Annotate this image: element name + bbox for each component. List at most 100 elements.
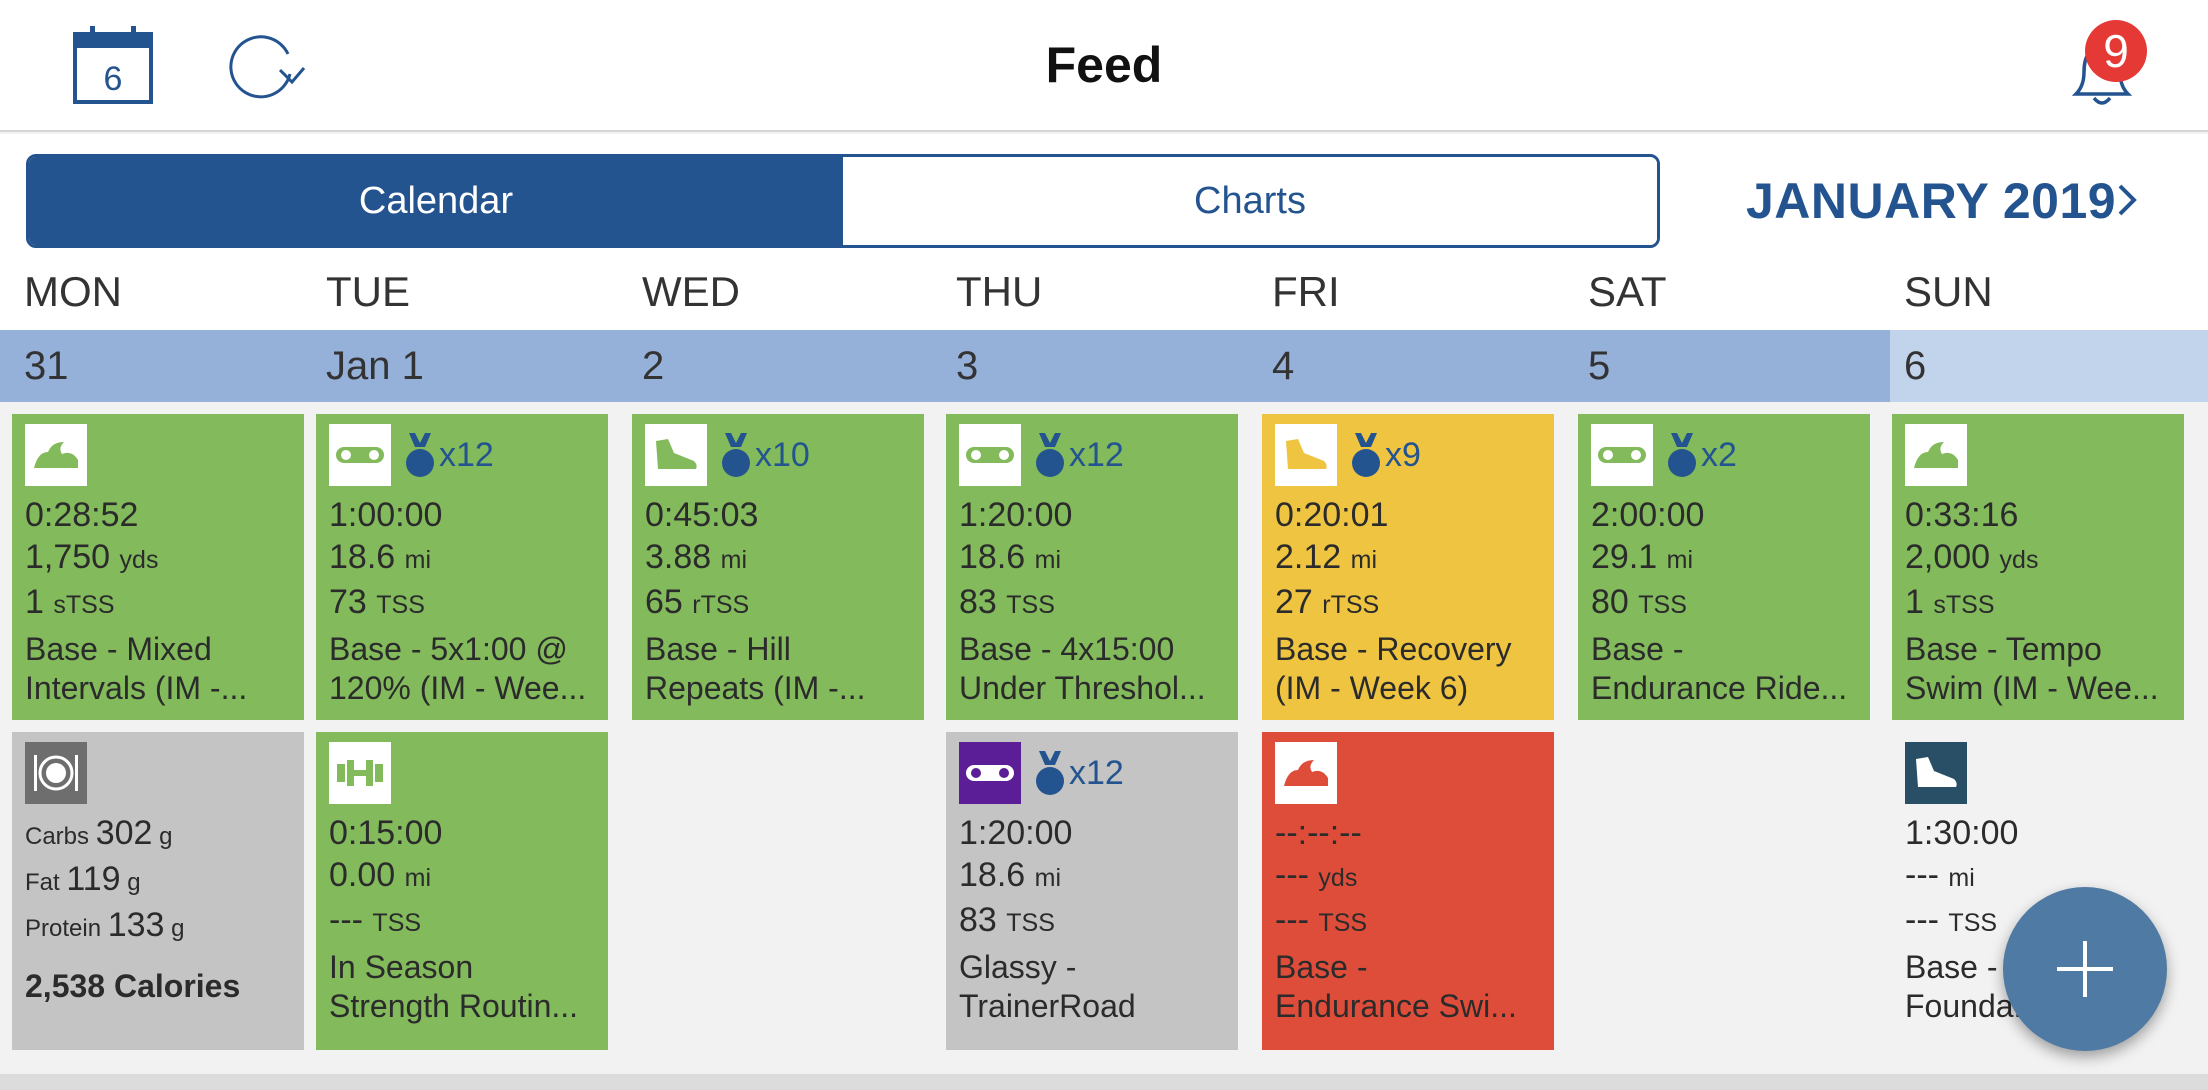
weekday-label: TUE bbox=[326, 268, 410, 315]
workout-load: 1 sTSS bbox=[1905, 583, 1995, 621]
workout-distance: 1,750 yds bbox=[25, 538, 159, 576]
run-shoe-icon bbox=[1275, 424, 1337, 486]
calendar-today-icon[interactable]: 6 bbox=[72, 24, 154, 106]
dumbbell-icon bbox=[329, 742, 391, 804]
medal-count: x10 bbox=[755, 435, 810, 474]
workout-distance: 18.6 mi bbox=[329, 538, 432, 576]
workout-title: Base - Recovery (IM - Week 6) bbox=[1275, 631, 1512, 706]
workout-duration: 0:33:16 bbox=[1905, 496, 2019, 534]
workout-card[interactable]: x9 0:20:01 2.12 mi 27 rTSS Base - Recove… bbox=[1262, 414, 1554, 720]
workout-card[interactable]: x12 1:20:00 18.6 mi 83 TSS Base - 4x15:0… bbox=[946, 414, 1238, 720]
date-label[interactable]: 3 bbox=[956, 344, 979, 388]
date-label[interactable]: 5 bbox=[1588, 344, 1611, 388]
workout-title: Base - Endurance Ride... bbox=[1591, 631, 1848, 706]
svg-text:6: 6 bbox=[104, 60, 123, 98]
workout-load: 65 rTSS bbox=[645, 583, 750, 621]
workout-load: 1 sTSS bbox=[25, 583, 115, 621]
workout-distance: --- yds bbox=[1275, 856, 1358, 894]
page-title: Feed bbox=[1045, 37, 1163, 93]
workout-distance: 2,000 yds bbox=[1905, 538, 2039, 576]
workout-load: 83 TSS bbox=[959, 901, 1055, 939]
medal-icon bbox=[406, 433, 434, 477]
fat-value: Fat 119 g bbox=[25, 860, 141, 898]
workout-distance: --- mi bbox=[1905, 856, 1975, 894]
workout-card[interactable]: 1:30:00 --- mi --- TSS Base - Founda... 0 bbox=[1892, 732, 2184, 1050]
calories-total: 2,538 Calories bbox=[25, 968, 241, 1004]
workout-duration: 0:28:52 bbox=[25, 496, 139, 534]
bike-icon bbox=[959, 424, 1021, 486]
workout-distance: 2.12 mi bbox=[1275, 538, 1378, 576]
bike-icon bbox=[1591, 424, 1653, 486]
workout-duration: 0:45:03 bbox=[645, 496, 759, 534]
workout-card[interactable]: x12 1:00:00 18.6 mi 73 TSS Base - 5x1:00… bbox=[316, 414, 608, 720]
workout-card[interactable]: 0:33:16 2,000 yds 1 sTSS Base - Tempo Swi… bbox=[1892, 414, 2184, 720]
refresh-icon[interactable] bbox=[226, 30, 310, 100]
workout-distance: 18.6 mi bbox=[959, 856, 1062, 894]
notification-badge: 9 bbox=[2085, 20, 2147, 82]
workout-load: 27 rTSS bbox=[1275, 583, 1380, 621]
workout-duration: 2:00:00 bbox=[1591, 496, 1705, 534]
workout-title: In Season Strength Routin... bbox=[329, 949, 579, 1024]
date-label[interactable]: 31 bbox=[24, 344, 69, 388]
weekday-label: SAT bbox=[1588, 268, 1667, 315]
workout-load: 73 TSS bbox=[329, 583, 425, 621]
workout-card[interactable]: x10 0:45:03 3.88 mi 65 rTSS Base - Hill R… bbox=[632, 414, 924, 720]
workout-card[interactable]: 0:28:52 1,750 yds 1 sTSS Base - Mixed Int… bbox=[12, 414, 304, 720]
top-bar: 6 Feed 9 bbox=[0, 0, 2208, 132]
swim-icon bbox=[1275, 742, 1337, 804]
weekday-label: SUN bbox=[1904, 268, 1993, 315]
tab-charts[interactable]: Charts bbox=[843, 157, 1657, 245]
date-label[interactable]: Jan 1 bbox=[326, 344, 424, 388]
date-label[interactable]: 2 bbox=[642, 344, 665, 388]
workout-title: Base - 5x1:00 @120% (IM - Wee... bbox=[329, 631, 587, 706]
workout-duration: 0:15:00 bbox=[329, 814, 443, 852]
workout-card[interactable]: 0:15:00 0.00 mi --- TSS In Season Strengt… bbox=[316, 732, 608, 1050]
weekday-header-row: MON TUE WED THU FRI SAT SUN bbox=[0, 262, 2208, 330]
nutrition-card[interactable]: Carbs 302 g Fat 119 g Protein 133 g 2,53… bbox=[12, 732, 304, 1050]
carbs-value: Carbs 302 g bbox=[25, 814, 173, 852]
today-highlight bbox=[1890, 330, 2208, 402]
workout-distance: 3.88 mi bbox=[645, 538, 748, 576]
run-shoe-icon bbox=[1905, 742, 1967, 804]
medal-icon bbox=[1036, 433, 1064, 477]
chevron-right-icon[interactable] bbox=[2112, 178, 2142, 222]
bottom-edge bbox=[0, 1074, 2208, 1090]
workout-title: Glassy - TrainerRoad bbox=[959, 949, 1136, 1024]
medal-icon bbox=[722, 433, 750, 477]
date-label[interactable]: 6 bbox=[1904, 344, 1927, 388]
plus-icon bbox=[2057, 941, 2113, 997]
workout-title: Base - Hill Repeats (IM -... bbox=[645, 631, 866, 706]
run-shoe-icon bbox=[645, 424, 707, 486]
workout-load: --- TSS bbox=[1905, 901, 1998, 939]
workout-title: Base - Mixed Intervals (IM -... bbox=[25, 631, 248, 706]
month-label[interactable]: JANUARY 2019 bbox=[1746, 173, 2117, 229]
add-workout-button[interactable] bbox=[2003, 887, 2167, 1051]
date-row: 31 Jan 1 2 3 4 5 6 bbox=[0, 330, 2208, 402]
workout-distance: 18.6 mi bbox=[959, 538, 1062, 576]
medal-count: x12 bbox=[439, 435, 494, 474]
date-label[interactable]: 4 bbox=[1272, 344, 1295, 388]
plate-cutlery-icon bbox=[25, 742, 87, 804]
workout-title: Base - Tempo Swim (IM - Wee... bbox=[1905, 631, 2159, 706]
workout-duration: --:--:-- bbox=[1275, 814, 1362, 852]
weekday-label: THU bbox=[956, 268, 1043, 315]
workout-load: --- TSS bbox=[329, 901, 422, 939]
medal-count: x2 bbox=[1701, 435, 1737, 474]
workout-title: Base - 4x15:00 Under Threshol... bbox=[959, 631, 1206, 706]
tab-calendar[interactable]: Calendar bbox=[29, 157, 843, 245]
workout-card[interactable]: x12 1:20:00 18.6 mi 83 TSS Glassy - Train… bbox=[946, 732, 1238, 1050]
workout-load: 80 TSS bbox=[1591, 583, 1687, 621]
workout-card[interactable]: x2 2:00:00 29.1 mi 80 TSS Base - Enduranc… bbox=[1578, 414, 1870, 720]
swim-icon bbox=[25, 424, 87, 486]
workout-card[interactable]: --:--:-- --- yds --- TSS Base - Endurance… bbox=[1262, 732, 1554, 1050]
medal-icon bbox=[1036, 751, 1064, 795]
workout-duration: 1:20:00 bbox=[959, 814, 1073, 852]
workout-duration: 1:30:00 bbox=[1905, 814, 2019, 852]
weekday-label: FRI bbox=[1272, 268, 1340, 315]
medal-icon bbox=[1668, 433, 1696, 477]
view-segmented-control: Calendar Charts bbox=[26, 154, 1660, 248]
weekday-label: WED bbox=[642, 268, 740, 315]
bike-icon bbox=[329, 424, 391, 486]
workout-load: --- TSS bbox=[1275, 901, 1368, 939]
workout-duration: 1:00:00 bbox=[329, 496, 443, 534]
